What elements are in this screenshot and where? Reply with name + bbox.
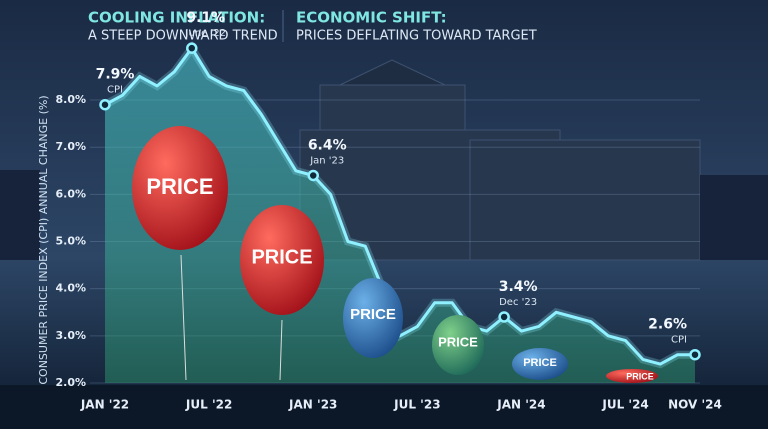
fed-building xyxy=(299,59,701,261)
value-label: 6.4% xyxy=(308,137,347,153)
balloon xyxy=(512,348,568,380)
title-right: ECONOMIC SHIFT: xyxy=(296,9,447,27)
value-label: 2.6% xyxy=(648,317,687,333)
y-tick-label: 7.0% xyxy=(55,140,86,153)
cpi-line xyxy=(104,46,695,366)
balloon xyxy=(240,205,324,315)
point-note: June '22 xyxy=(185,28,226,39)
x-tick-label: JUL '24 xyxy=(601,398,648,412)
subtitle-right: PRICES DEFLATING TOWARD TARGET xyxy=(296,29,537,44)
x-tick-label: JAN '22 xyxy=(80,398,129,412)
point xyxy=(99,98,111,111)
x-tick-label: JUL '23 xyxy=(393,398,440,412)
y-tick-label: 2.0% xyxy=(55,376,86,389)
balloon-label: PRICE xyxy=(523,357,557,369)
area xyxy=(105,48,695,383)
y-tick-label: 4.0% xyxy=(55,282,86,295)
subtitle-left: A STEEP DOWNWARD TREND xyxy=(88,29,278,44)
x-tick-label: JUL '22 xyxy=(185,398,232,412)
balloon-label: PRICE xyxy=(350,306,396,323)
point-note: Dec '23 xyxy=(499,297,537,308)
balloon xyxy=(343,278,403,358)
point xyxy=(307,169,319,182)
title-left: COOLING INFLATION: xyxy=(88,9,265,27)
floor xyxy=(0,385,768,429)
point xyxy=(186,42,198,54)
balloons: PRICE PRICE PRICE PRICE PRICE PRICE xyxy=(132,126,658,383)
balloon-string xyxy=(279,319,283,381)
point-note: CPI xyxy=(671,335,687,346)
balloon-label: PRICE xyxy=(626,371,654,381)
x-tick-label: NOV '24 xyxy=(668,398,722,412)
y-tick-label: 6.0% xyxy=(55,187,86,200)
y-tick-label: 8.0% xyxy=(55,93,86,106)
point-note: CPI xyxy=(107,85,123,96)
balloon-string xyxy=(180,254,187,381)
point xyxy=(498,311,510,323)
y-axis-label: CONSUMER PRICE INDEX (CPI) ANNUAL CHANGE… xyxy=(37,95,50,384)
y-tick-label: 5.0% xyxy=(55,235,86,248)
value-label: 7.9% xyxy=(96,67,135,83)
balloon-label: PRICE xyxy=(438,334,478,349)
point xyxy=(689,348,701,361)
balloon-label: PRICE xyxy=(146,174,213,199)
value-label: 3.4% xyxy=(499,279,538,295)
balloon xyxy=(606,369,658,383)
x-tick-label: JAN '23 xyxy=(288,398,337,412)
point-note: Jan '23 xyxy=(309,155,344,166)
x-tick-label: JAN '24 xyxy=(496,398,545,412)
balloon-label: PRICE xyxy=(251,246,312,268)
balloon xyxy=(432,315,484,375)
value-label: 9.1% xyxy=(186,10,225,26)
skyline xyxy=(0,170,768,260)
balloon xyxy=(132,126,228,250)
y-tick-label: 3.0% xyxy=(55,329,86,342)
